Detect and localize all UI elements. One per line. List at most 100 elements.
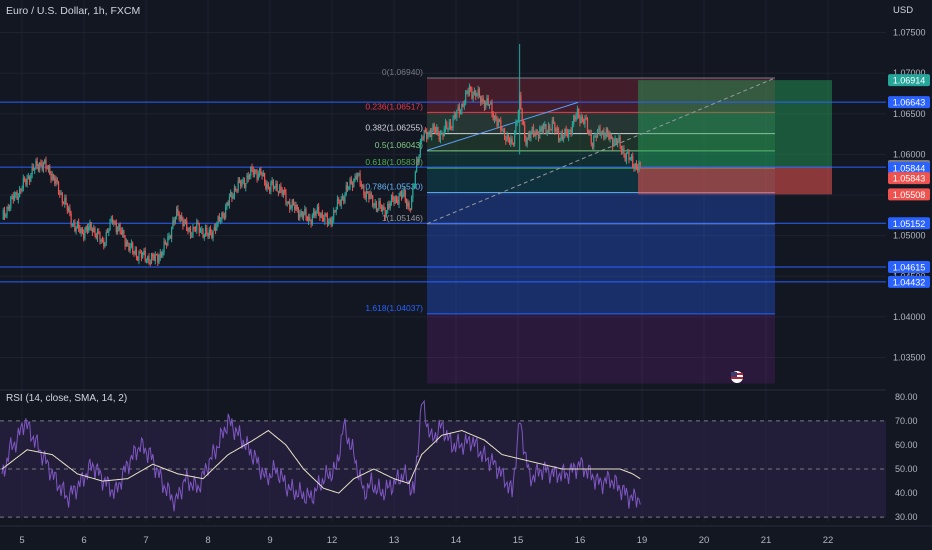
- candle-body: [397, 199, 399, 205]
- candle-body: [57, 181, 60, 194]
- candle-body: [383, 206, 385, 211]
- candle-body: [165, 243, 168, 246]
- position-target-zone: [638, 80, 832, 168]
- candle-body: [104, 242, 106, 247]
- candle-body: [581, 117, 584, 119]
- candle-body: [379, 201, 381, 206]
- candle-body: [370, 193, 372, 196]
- candle-body: [527, 134, 530, 138]
- candle-body: [89, 222, 91, 227]
- candle-body: [358, 173, 360, 175]
- candle-body: [576, 108, 579, 117]
- candle-body: [34, 168, 36, 171]
- candle-body: [135, 249, 138, 257]
- candle-body: [208, 229, 210, 237]
- candle-body: [3, 210, 6, 217]
- candle-body: [17, 196, 19, 200]
- candle-body: [585, 118, 587, 120]
- candle-body: [487, 98, 489, 106]
- candle-body: [30, 174, 32, 182]
- candle-body: [115, 222, 117, 232]
- candle-body: [637, 167, 639, 171]
- candle-body: [349, 179, 351, 187]
- candle-body: [252, 169, 254, 175]
- candle-body: [485, 101, 487, 109]
- candle-body: [60, 193, 62, 195]
- candle-body: [423, 129, 425, 139]
- price-label-tag: [888, 74, 930, 87]
- candle-body: [42, 163, 45, 170]
- candle-body: [297, 209, 300, 219]
- price-label-text: 1.06914: [893, 76, 926, 86]
- candle-body: [294, 205, 296, 210]
- candle-body: [561, 133, 563, 140]
- candle-body: [245, 183, 247, 188]
- candle-body: [614, 138, 616, 142]
- candle-body: [217, 216, 219, 224]
- candle-body: [52, 174, 55, 178]
- flag-icon: [731, 371, 743, 383]
- candle-body: [434, 130, 437, 133]
- candle-body: [443, 128, 445, 137]
- price-tick-label: 1.05000: [893, 231, 926, 241]
- candle-body: [617, 140, 619, 145]
- candle-body: [78, 221, 80, 229]
- candle-body: [255, 170, 257, 173]
- candle-body: [66, 203, 68, 211]
- candle-body: [13, 194, 16, 201]
- candle-body: [29, 176, 31, 182]
- candle-body: [573, 115, 575, 125]
- candle-body: [94, 228, 96, 234]
- price-label-tag: [888, 260, 930, 273]
- candle-body: [246, 175, 248, 184]
- candle-body: [364, 195, 366, 199]
- candle-body: [549, 125, 551, 130]
- candle-body: [275, 183, 277, 188]
- candle-body: [272, 180, 274, 189]
- candle-body: [486, 98, 488, 102]
- candle-body: [441, 132, 443, 134]
- candle-body: [402, 193, 404, 198]
- candle-body: [184, 220, 187, 222]
- candle-body: [155, 254, 158, 256]
- candle-body: [537, 134, 540, 138]
- candle-body: [477, 89, 479, 96]
- candle-body: [203, 235, 205, 238]
- candle-body: [65, 197, 67, 204]
- candle-body: [25, 179, 27, 185]
- candle-body: [503, 129, 506, 140]
- candle-body: [625, 153, 628, 161]
- price-label-text: 1.05152: [893, 219, 926, 229]
- candle-body: [160, 251, 163, 256]
- candle-body: [86, 226, 89, 232]
- candle-body: [323, 218, 325, 222]
- candle-body: [269, 187, 271, 192]
- candle-body: [309, 217, 311, 221]
- candle-body: [152, 254, 154, 257]
- candle-body: [613, 141, 615, 147]
- candle-body: [521, 109, 523, 122]
- candle-body: [163, 241, 165, 253]
- candle-body: [392, 194, 394, 200]
- candle-body: [336, 199, 339, 210]
- candle-body: [491, 102, 493, 114]
- candle-body: [120, 231, 122, 234]
- price-label-text: 1.05508: [893, 190, 926, 200]
- candle-body: [615, 138, 617, 145]
- candle-body: [389, 203, 391, 208]
- trend-line: [426, 101, 579, 151]
- candle-body: [47, 166, 50, 170]
- candle-body: [71, 223, 73, 225]
- candle-body: [496, 119, 498, 126]
- candle-body: [130, 242, 133, 246]
- candle-body: [326, 215, 329, 225]
- rsi-indicator-title: RSI (14, close, SMA, 14, 2): [6, 393, 128, 404]
- candle-body: [216, 223, 218, 231]
- candle-body: [284, 189, 286, 193]
- candle-body: [199, 230, 202, 233]
- candle-body: [35, 160, 37, 169]
- time-tick-label: 19: [637, 535, 648, 546]
- candle-body: [64, 197, 66, 205]
- candle-body: [233, 188, 236, 197]
